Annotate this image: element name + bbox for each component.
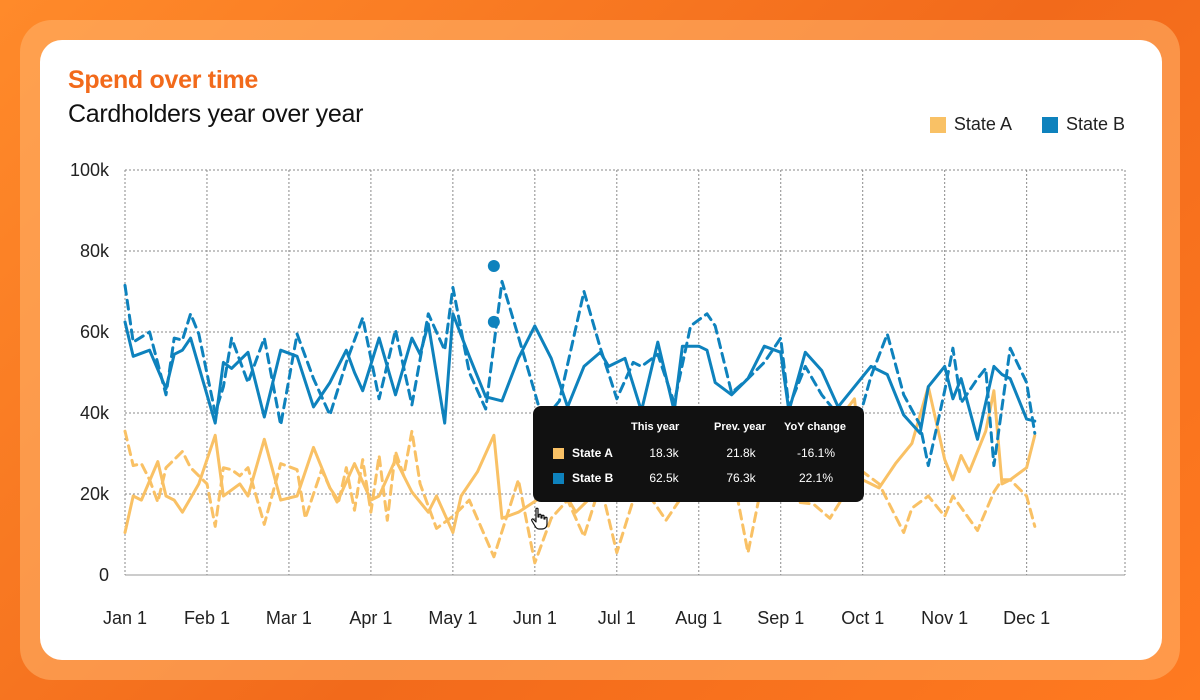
legend-swatch-state-a [929, 116, 946, 133]
hover-markers [487, 259, 500, 328]
x-tick-label: Dec 1 [1003, 608, 1050, 628]
legend-item-state-b[interactable]: State B [1041, 114, 1125, 135]
tooltip-swatch-state-b [553, 473, 564, 484]
tooltip-header-yoy-change: YoY change [784, 421, 846, 433]
legend-label-state-a: State A [953, 114, 1012, 134]
legend-swatch-state-b [1041, 116, 1058, 133]
y-tick-label: 20k [80, 484, 110, 504]
axis-labels: 0 20k 40k 60k 80k 100k Jan 1 Feb 1 Mar 1 Apr 1 May… [70, 160, 1050, 628]
pointer-hand-icon [531, 507, 548, 530]
chart-legend: State A State B [929, 114, 1125, 135]
legend-label-state-b: State B [1065, 114, 1125, 134]
y-tick-label: 0 [99, 565, 109, 585]
chart-title: Spend over time [68, 66, 258, 94]
series-line-state-b-this-year [123, 312, 1037, 441]
y-tick-label: 80k [80, 241, 110, 261]
x-tick-label: Jan 1 [103, 608, 147, 628]
tooltip-label-state-a: State A [572, 446, 613, 460]
x-tick-label: May 1 [428, 608, 477, 628]
chart-subtitle: Cardholders year over year [68, 100, 364, 128]
x-tick-label: Mar 1 [266, 608, 312, 628]
chart-grid [124, 169, 1126, 576]
x-tick-label: Jul 1 [598, 608, 636, 628]
hover-marker-previous-year [487, 259, 500, 272]
x-tick-label: Apr 1 [349, 608, 392, 628]
series-line-state-a-prev-year [123, 429, 1037, 565]
tooltip-header-prev-year: Prev. year [714, 421, 766, 433]
x-tick-label: Nov 1 [921, 608, 968, 628]
y-tick-label: 100k [70, 160, 110, 180]
y-tick-label: 60k [80, 322, 110, 342]
x-tick-label: Aug 1 [675, 608, 722, 628]
x-tick-label: Jun 1 [513, 608, 557, 628]
tooltip-row-state-b: State B 62.5k 76.3k 22.1% [533, 468, 864, 488]
tooltip-state-a-change: -16.1% [796, 446, 836, 460]
tooltip-row-state-a: State A 18.3k 21.8k -16.1% [533, 443, 864, 463]
legend-item-state-a[interactable]: State A [929, 114, 1012, 135]
x-tick-label: Sep 1 [757, 608, 804, 628]
tooltip-label-state-b: State B [572, 471, 614, 485]
tooltip-state-b-prev-year: 76.3k [726, 471, 756, 485]
x-tick-label: Feb 1 [184, 608, 230, 628]
y-tick-label: 40k [80, 403, 110, 423]
x-tick-label: Oct 1 [841, 608, 884, 628]
hover-marker-this-year [487, 315, 500, 328]
tooltip-state-b-this-year: 62.5k [649, 471, 679, 485]
tooltip-header-this-year: This year [631, 421, 680, 433]
tooltip-swatch-state-a [553, 448, 564, 459]
tooltip-state-b-change: 22.1% [798, 471, 834, 485]
hover-tooltip: This year Prev. year YoY change State A … [533, 406, 864, 502]
tooltip-state-a-prev-year: 21.8k [726, 446, 756, 460]
tooltip-state-a-this-year: 18.3k [649, 446, 679, 460]
